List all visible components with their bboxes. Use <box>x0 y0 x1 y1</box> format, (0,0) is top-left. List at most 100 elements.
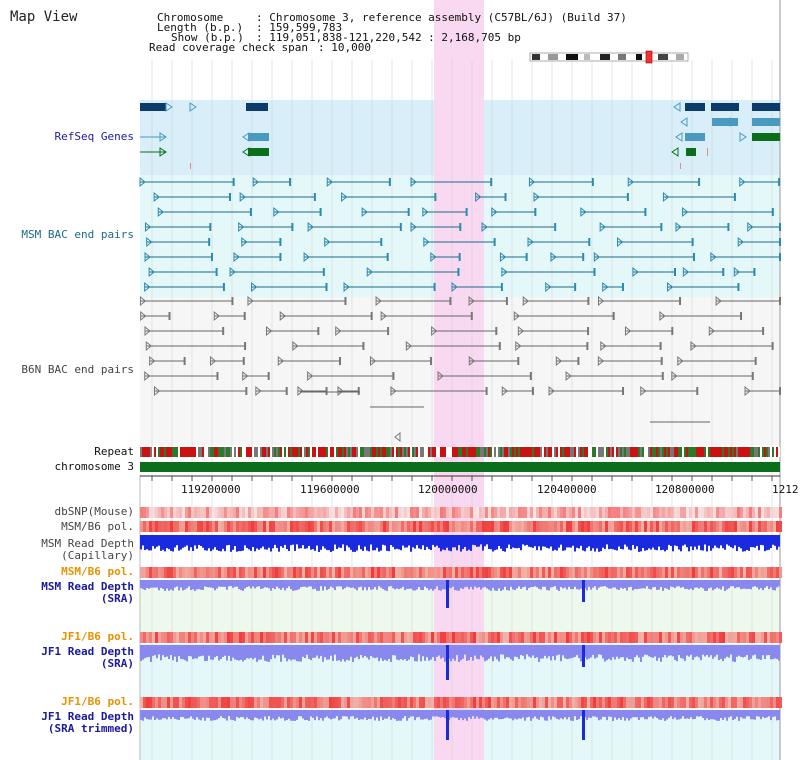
heat-cell <box>245 521 248 532</box>
depth-bar <box>604 580 606 587</box>
depth-bar <box>398 580 400 590</box>
heat-cell <box>197 521 200 532</box>
depth-bar <box>656 580 658 591</box>
depth-bar <box>274 580 276 590</box>
repeat-mark <box>724 447 726 457</box>
heat-cell <box>473 567 476 578</box>
depth-bar <box>518 710 520 719</box>
track-label-b6n-bac[interactable]: B6N BAC end pairs <box>21 363 134 376</box>
track-label-msm-bac[interactable]: MSM BAC end pairs <box>21 228 134 241</box>
heat-cell <box>485 697 488 708</box>
heat-cell <box>764 632 767 643</box>
depth-bar <box>498 580 500 589</box>
track-label-jf1-depth-trimmed[interactable]: JF1 Read Depth <box>41 710 134 723</box>
heat-cell <box>269 567 272 578</box>
track-label-jf1-b6-pol[interactable]: JF1/B6 pol. <box>61 630 134 643</box>
track-label-dbsnp[interactable]: dbSNP(Mouse) <box>54 505 134 518</box>
depth-bar <box>646 645 648 655</box>
heat-cell <box>629 632 632 643</box>
depth-bar <box>478 710 480 719</box>
bac-end-marker <box>593 268 596 276</box>
depth-bar <box>468 645 470 661</box>
heat-cell <box>347 521 350 532</box>
heat-cell <box>188 632 191 643</box>
heat-cell <box>482 567 485 578</box>
depth-bar <box>704 645 706 657</box>
repeat-mark <box>454 447 456 457</box>
depth-bar <box>636 645 638 656</box>
heat-cell <box>515 567 518 578</box>
track-label-msm-b6-pol-2[interactable]: MSM/B6 pol. <box>61 565 134 578</box>
depth-bar <box>640 710 642 718</box>
heat-cell <box>590 697 593 708</box>
heat-cell <box>707 697 710 708</box>
depth-bar <box>538 645 540 662</box>
heat-cell <box>182 567 185 578</box>
track-label-repeat[interactable]: Repeat <box>94 445 134 458</box>
depth-bar <box>330 645 332 656</box>
depth-bar <box>602 645 604 659</box>
heat-cell <box>662 567 665 578</box>
heat-cell <box>602 697 605 708</box>
heat-cell <box>620 521 623 532</box>
heat-cell <box>704 521 707 532</box>
heat-cell <box>689 521 692 532</box>
bac-end-marker <box>229 193 232 201</box>
gene-arrow <box>671 147 679 157</box>
bac-end-marker <box>597 355 605 367</box>
track-label-msm-depth-capillary[interactable]: MSM Read Depth <box>41 537 134 550</box>
depth-bar <box>344 535 346 552</box>
depth-bar <box>772 535 774 545</box>
depth-bar <box>368 535 370 552</box>
depth-bar <box>572 710 574 721</box>
heat-cell <box>398 697 401 708</box>
heat-cell <box>644 632 647 643</box>
depth-bar <box>564 710 566 718</box>
track-label-msm-depth-sra[interactable]: MSM Read Depth <box>41 580 134 593</box>
depth-bar <box>296 580 298 591</box>
depth-bar <box>400 535 402 551</box>
depth-bar <box>596 580 598 590</box>
depth-bar <box>266 710 268 720</box>
heat-cell <box>545 632 548 643</box>
depth-bar <box>568 535 570 548</box>
repeat-mark <box>652 447 654 457</box>
repeat-mark <box>162 447 164 457</box>
depth-bar <box>310 580 312 587</box>
heat-cell <box>758 507 761 518</box>
heat-cell <box>200 632 203 643</box>
depth-bar <box>410 580 412 589</box>
axis-tick-label: 120800000 <box>655 483 715 496</box>
heat-cell <box>416 567 419 578</box>
depth-bar <box>484 580 486 587</box>
depth-bar <box>334 535 336 545</box>
depth-bar <box>766 710 768 718</box>
heat-cell <box>476 507 479 518</box>
heat-cell <box>506 697 509 708</box>
depth-bar <box>230 645 232 661</box>
depth-bar <box>258 580 260 587</box>
heat-cell <box>566 632 569 643</box>
heat-cell <box>770 507 773 518</box>
track-label-jf1-depth-sra[interactable]: JF1 Read Depth <box>41 645 134 658</box>
depth-bar <box>366 580 368 591</box>
depth-bar <box>282 710 284 718</box>
depth-bar <box>250 535 252 551</box>
depth-bar <box>716 645 718 655</box>
heat-cell <box>143 507 146 518</box>
depth-bar <box>460 645 462 661</box>
track-label-refseq[interactable]: RefSeq Genes <box>54 130 134 143</box>
track-label-jf1-b6-pol-2[interactable]: JF1/B6 pol. <box>61 695 134 708</box>
heat-cell <box>506 567 509 578</box>
heat-cell <box>674 521 677 532</box>
track-label-msm-b6-pol[interactable]: MSM/B6 pol. <box>61 520 134 533</box>
depth-bar <box>564 580 566 588</box>
heat-cell <box>635 507 638 518</box>
depth-bar <box>704 535 706 545</box>
heat-cell <box>446 507 449 518</box>
heat-cell <box>455 632 458 643</box>
heat-cell <box>689 632 692 643</box>
heat-cell <box>161 567 164 578</box>
depth-bar <box>438 535 440 548</box>
